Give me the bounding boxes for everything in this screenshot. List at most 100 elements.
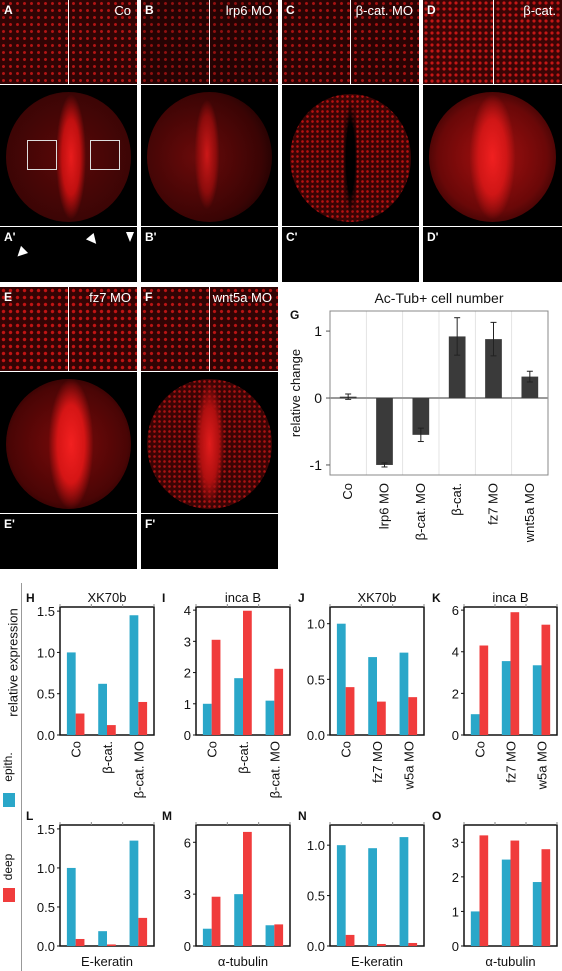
x-tick-label: β-cat.	[100, 741, 115, 774]
inset-divider	[209, 287, 210, 371]
chart-title: inca B	[492, 590, 528, 605]
y-tick-label: 0	[452, 939, 459, 954]
x-axis-label: E-keratin	[81, 954, 133, 969]
row-divider	[141, 371, 278, 372]
y-tick-label: 1.5	[37, 822, 55, 837]
subpanel-label: C'	[286, 230, 298, 244]
y-tick-label: 2	[452, 686, 459, 701]
x-tick-label: β-cat. MO	[413, 483, 428, 540]
chart-N: N 0.0 0.5 1.0 E-keratin	[298, 809, 425, 969]
chart-label: K	[432, 591, 441, 605]
chart-label: N	[298, 809, 307, 823]
y-tick-label: 1	[184, 697, 191, 712]
chart-label: H	[26, 591, 35, 605]
y-tick-label: 0.5	[307, 672, 325, 687]
row-divider	[423, 84, 562, 85]
bar-epith	[399, 652, 409, 735]
bar-epith	[129, 840, 139, 946]
y-tick-label: 4	[184, 603, 191, 618]
row-divider	[141, 513, 278, 514]
bar-deep	[75, 938, 85, 946]
bar	[412, 398, 430, 435]
row-divider	[0, 226, 137, 227]
bar-epith	[470, 714, 480, 735]
y-tick-label: 0	[452, 728, 459, 743]
x-tick-label: w5a MO	[401, 741, 416, 790]
bar-deep	[211, 896, 221, 946]
x-tick-label: Co	[205, 741, 220, 758]
bar-epith	[129, 615, 139, 735]
chart-label: L	[26, 809, 33, 823]
y-tick-label: 0.0	[307, 939, 325, 954]
x-tick-label: Co	[69, 741, 84, 758]
bar-epith	[368, 848, 377, 946]
x-tick-label: β-cat. MO	[131, 741, 146, 798]
bar-deep	[541, 624, 551, 735]
bar-epith	[336, 845, 346, 946]
bar-deep	[541, 849, 551, 946]
bar-deep	[408, 942, 418, 946]
arrowhead-icon	[13, 245, 29, 261]
panel-A: A Co A'	[0, 0, 137, 282]
bar-deep	[510, 840, 520, 946]
panel-title: β-cat. MO	[355, 3, 413, 18]
y-tick-label: -1	[310, 457, 323, 473]
x-tick-label: lrp6 MO	[377, 483, 392, 529]
panel-title: fz7 MO	[89, 290, 131, 305]
chart-title: XK70b	[357, 590, 396, 605]
y-tick-label: 1.0	[307, 838, 325, 853]
panel-title: wnt5a MO	[212, 290, 272, 305]
bar-epith	[532, 882, 542, 946]
vertical-divider	[21, 583, 22, 971]
legend-swatch-epith	[3, 793, 15, 807]
y-tick-label: 0.5	[307, 889, 325, 904]
x-tick-label: fz7 MO	[370, 741, 385, 783]
chart-I: inca B I 0 1 2 3 4 Co β-cat. β-cat. MO	[162, 590, 291, 798]
bar-deep	[138, 701, 148, 735]
bar	[521, 376, 539, 399]
chart-label: I	[162, 591, 165, 605]
row-divider	[0, 371, 137, 372]
zoom-inset	[423, 0, 562, 84]
panel-label: E	[4, 290, 13, 304]
panel-label: D	[427, 3, 436, 17]
x-tick-label: β-cat. MO	[267, 741, 282, 798]
chart-H: XK70b H 0.0 0.5 1.0 1.5 Co β-cat. β-cat. MO	[26, 590, 155, 798]
y-tick-label: 1.0	[37, 861, 55, 876]
embryo-image	[6, 92, 131, 222]
y-tick-label: 0.5	[37, 687, 55, 702]
chart-K: inca B K 0 2 4 6 Co fz7 MO w5a MO	[432, 590, 558, 790]
bar-epith	[336, 623, 346, 735]
bar-deep	[510, 612, 520, 735]
chart-label: O	[432, 809, 441, 823]
y-tick-label: 0.0	[37, 939, 55, 954]
embryo-image	[6, 379, 131, 509]
subpanel-label: E'	[4, 517, 15, 531]
chart-title: Ac-Tub+ cell number	[374, 290, 503, 306]
x-tick-label: Co	[473, 741, 488, 758]
x-tick-label: fz7 MO	[486, 483, 501, 525]
bar-deep	[345, 687, 355, 735]
row-divider	[282, 84, 419, 85]
bar-deep	[138, 917, 148, 946]
y-tick-label: 3	[452, 835, 459, 850]
chart-label: G	[290, 308, 299, 322]
global-ylabel: relative expression	[5, 608, 21, 717]
y-tick-label: 0	[184, 728, 191, 743]
subpanel-label: F'	[145, 517, 156, 531]
panel-label: A	[4, 3, 13, 17]
bar-epith	[501, 661, 511, 735]
bar-epith	[501, 859, 511, 946]
panel-F: F wnt5a MO F'	[141, 287, 278, 569]
row-divider	[141, 84, 278, 85]
row-divider	[141, 226, 278, 227]
chart-M: M 0 3 6 α-tubulin	[162, 809, 291, 969]
embryo-image	[147, 379, 272, 509]
bar	[448, 336, 466, 399]
chart-label: M	[162, 809, 172, 823]
legend-label-deep: deep	[1, 853, 15, 881]
y-tick-label: 0.0	[307, 728, 325, 743]
y-tick-label: 2	[452, 870, 459, 885]
subpanel-label: A'	[4, 230, 16, 244]
embryo-image	[429, 92, 556, 222]
